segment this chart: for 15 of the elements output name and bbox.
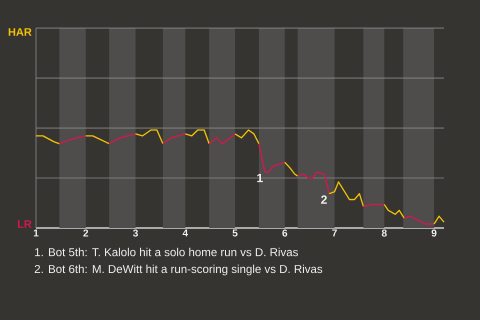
x-tick-label: 3 bbox=[132, 230, 138, 237]
x-tick-label: 5 bbox=[232, 230, 238, 236]
annotation: 1 bbox=[257, 174, 263, 182]
x-tick-label: 9 bbox=[432, 230, 436, 237]
x-tick-label: 4 bbox=[182, 230, 188, 236]
text: 2. Bot 6th: M. DeWitt hit a run-scoring single vs D. Rivas bbox=[34, 264, 322, 276]
x-tick-label: 7 bbox=[332, 230, 337, 236]
text: HAR bbox=[8, 28, 32, 36]
text: LR bbox=[18, 220, 32, 228]
x-tick-label: 1 bbox=[34, 230, 39, 236]
text: 1. Bot 5th: T. Kalolo hit a solo home run vs D. Rivas bbox=[35, 248, 298, 256]
annotation: 2 bbox=[321, 195, 327, 204]
x-tick-label: 2 bbox=[83, 230, 88, 236]
x-tick-label: 6 bbox=[282, 230, 288, 237]
x-tick-label: 8 bbox=[382, 230, 387, 237]
